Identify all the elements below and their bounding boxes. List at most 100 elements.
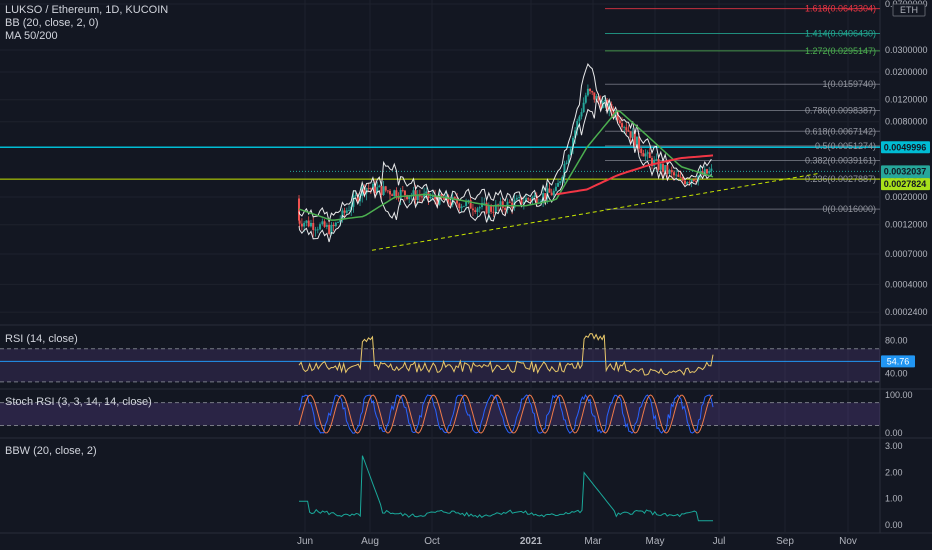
candle-body	[356, 195, 359, 202]
candle-body	[395, 190, 398, 197]
candle-body	[440, 193, 443, 198]
rsi-badge-label: 54.76	[887, 356, 910, 366]
candle-body	[476, 208, 479, 212]
candle-body	[638, 136, 641, 149]
bbw-legend: BBW (20, close, 2)	[5, 445, 97, 457]
candle-body	[670, 170, 673, 173]
candle-body	[616, 112, 619, 121]
candle-body	[481, 202, 484, 208]
candle-body	[334, 222, 337, 227]
rsi-band	[0, 348, 880, 382]
candle-body	[386, 190, 389, 192]
candle-body	[309, 222, 312, 227]
candle-body	[561, 176, 564, 182]
candle-body	[527, 198, 530, 200]
candle-body	[677, 174, 680, 177]
candle-body	[559, 181, 562, 184]
candle-body	[642, 153, 645, 157]
candle-body	[531, 197, 534, 201]
candle-body	[374, 183, 377, 194]
time-label: Aug	[361, 536, 379, 547]
ma-legend: MA 50/200	[5, 30, 58, 42]
candle-body	[582, 102, 585, 113]
candle-body	[303, 222, 306, 227]
price-tick: 0.0007000	[885, 249, 928, 259]
candle-body	[337, 222, 340, 223]
candle-body	[382, 186, 385, 196]
candle-body	[580, 112, 583, 117]
candle-body	[563, 164, 566, 177]
support-badge-label: 0.0027824	[884, 179, 927, 189]
candle-body	[425, 191, 428, 194]
candle-body	[708, 170, 711, 174]
candle-body	[307, 220, 310, 227]
fib-level-label: 0.786(0.0098387)	[805, 106, 876, 116]
candle-body	[316, 229, 319, 231]
stoch-k-line	[298, 394, 714, 434]
candle-body	[515, 197, 518, 200]
candle-body	[367, 188, 370, 190]
candle-body	[589, 88, 592, 92]
resistance-badge	[881, 141, 930, 154]
candle-body	[657, 158, 660, 170]
candle-body	[429, 197, 432, 199]
candle-body	[550, 192, 553, 196]
candle-body	[460, 206, 463, 209]
candle-body	[371, 183, 374, 189]
candle-body	[603, 99, 606, 102]
bbw-tick: 2.00	[885, 467, 903, 477]
candle-body	[492, 211, 495, 213]
fib-level-label: 1.414(0.0406430)	[805, 29, 876, 39]
candle-body	[478, 207, 481, 209]
candle-body	[494, 204, 497, 213]
bbw-tick: 0.00	[885, 520, 903, 530]
candle-body	[399, 189, 402, 199]
candle-body	[339, 219, 342, 223]
chart-grid	[0, 0, 932, 534]
candle-body	[434, 195, 437, 200]
price-tick: 0.0020000	[885, 192, 928, 202]
bbw-tick: 1.00	[885, 494, 903, 504]
price-axis: JunAugOct2021MarMayJulSepNov0.07000000.0…	[297, 0, 930, 547]
candle-body	[436, 199, 439, 205]
candle-body	[420, 196, 423, 198]
candle-body	[378, 185, 381, 188]
price-tick: 0.0080000	[885, 117, 928, 127]
time-label: Oct	[424, 536, 440, 547]
candle-body	[631, 131, 634, 138]
candle-body	[416, 195, 419, 201]
price-tick: 0.0120000	[885, 95, 928, 105]
candle-body	[578, 116, 581, 121]
candle-body	[332, 224, 335, 227]
candle-body	[397, 196, 400, 199]
candle-body	[533, 195, 536, 198]
candle-body	[319, 224, 322, 230]
symbol-title: LUKSO / Ethereum, 1D, KUCOIN	[5, 4, 169, 16]
candle-body	[412, 190, 415, 196]
fib-level-label: 0.236(0.0027887)	[805, 174, 876, 184]
candle-body	[625, 127, 628, 131]
price-tick: 0.0200000	[885, 67, 928, 77]
candle-body	[490, 206, 493, 212]
candle-body	[635, 136, 638, 146]
candle-body	[467, 200, 470, 202]
candle-body	[354, 195, 357, 197]
stoch-d-line	[298, 394, 714, 434]
candle-body	[343, 210, 346, 213]
resistance-badge-label: 0.0049996	[884, 142, 927, 152]
candle-body	[485, 202, 488, 214]
candle-body	[569, 148, 572, 156]
candle-body	[529, 199, 532, 201]
candle-body	[571, 137, 574, 149]
candle-body	[330, 224, 333, 234]
candle-body	[408, 196, 411, 200]
fib-level-label: 1.272(0.0295147)	[805, 46, 876, 56]
candle-body	[627, 130, 630, 132]
bbw-tick: 3.00	[885, 441, 903, 451]
currency-box	[892, 3, 926, 17]
candle-body	[483, 202, 486, 204]
candle-body	[348, 210, 351, 211]
time-label: Jun	[297, 536, 313, 547]
chart-legend: LUKSO / Ethereum, 1D, KUCOIN BB (20, clo…	[5, 4, 168, 43]
